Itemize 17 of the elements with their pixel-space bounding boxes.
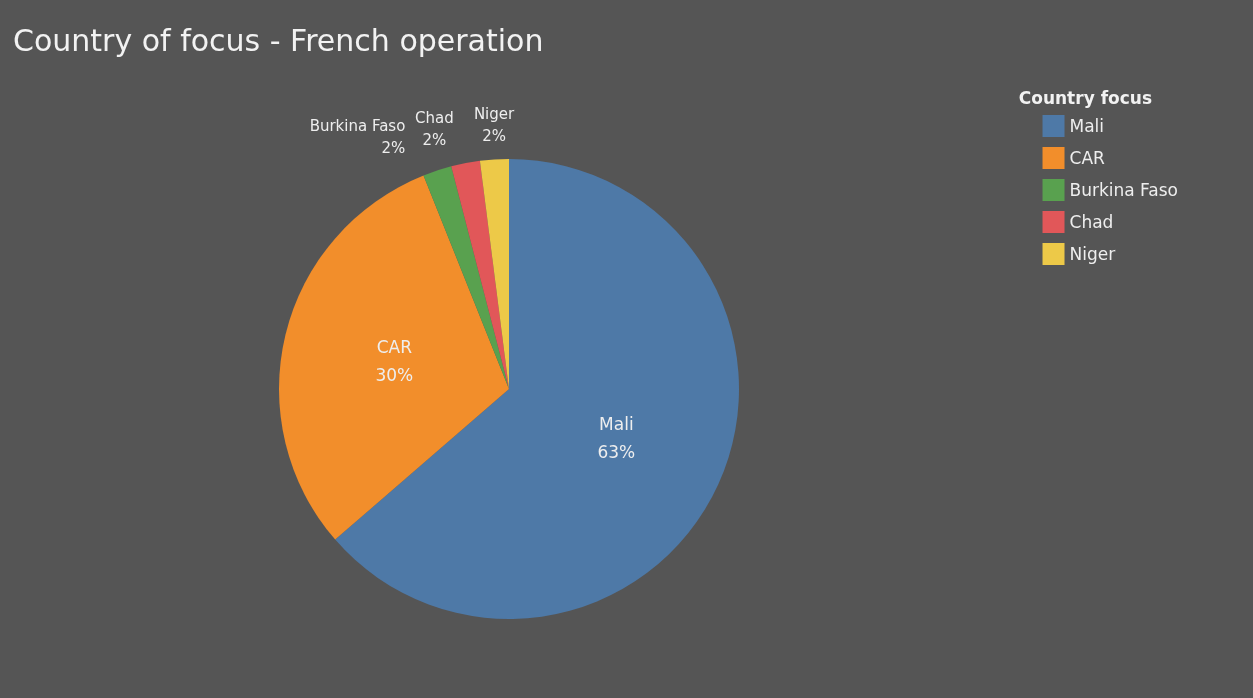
slice-label: Mali	[599, 414, 634, 435]
legend-label: Niger	[1069, 244, 1116, 264]
legend-label: Chad	[1069, 212, 1114, 232]
slice-label: CAR	[376, 337, 413, 358]
slice-label: Chad	[414, 109, 454, 128]
data-label: 2%	[381, 138, 406, 157]
slice-label: Niger	[473, 105, 516, 124]
legend-title: Country focus	[1018, 87, 1153, 108]
slice-label: Burkina Faso	[309, 116, 406, 135]
data-label: 2%	[482, 127, 506, 146]
legend-label: Burkina Faso	[1069, 180, 1178, 200]
legend-label: Mali	[1069, 116, 1105, 136]
data-label: 63%	[597, 442, 636, 463]
data-label: 30%	[375, 365, 414, 386]
chart-title: Country of focus - French operation	[13, 22, 544, 58]
data-label: 2%	[422, 131, 447, 150]
legend-label: CAR	[1069, 148, 1106, 168]
